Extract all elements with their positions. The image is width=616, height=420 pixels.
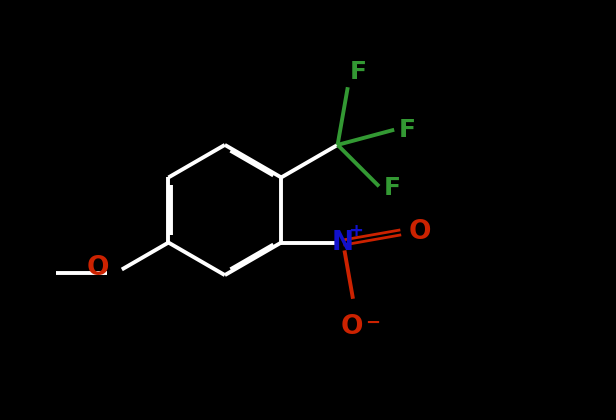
Text: +: + bbox=[349, 222, 363, 239]
Text: −: − bbox=[365, 314, 381, 332]
Text: N: N bbox=[332, 230, 354, 255]
Text: O: O bbox=[409, 219, 431, 245]
Text: F: F bbox=[384, 176, 401, 200]
Text: O: O bbox=[341, 314, 363, 340]
Text: F: F bbox=[350, 60, 367, 84]
Text: F: F bbox=[399, 118, 416, 142]
Text: O: O bbox=[86, 255, 109, 281]
